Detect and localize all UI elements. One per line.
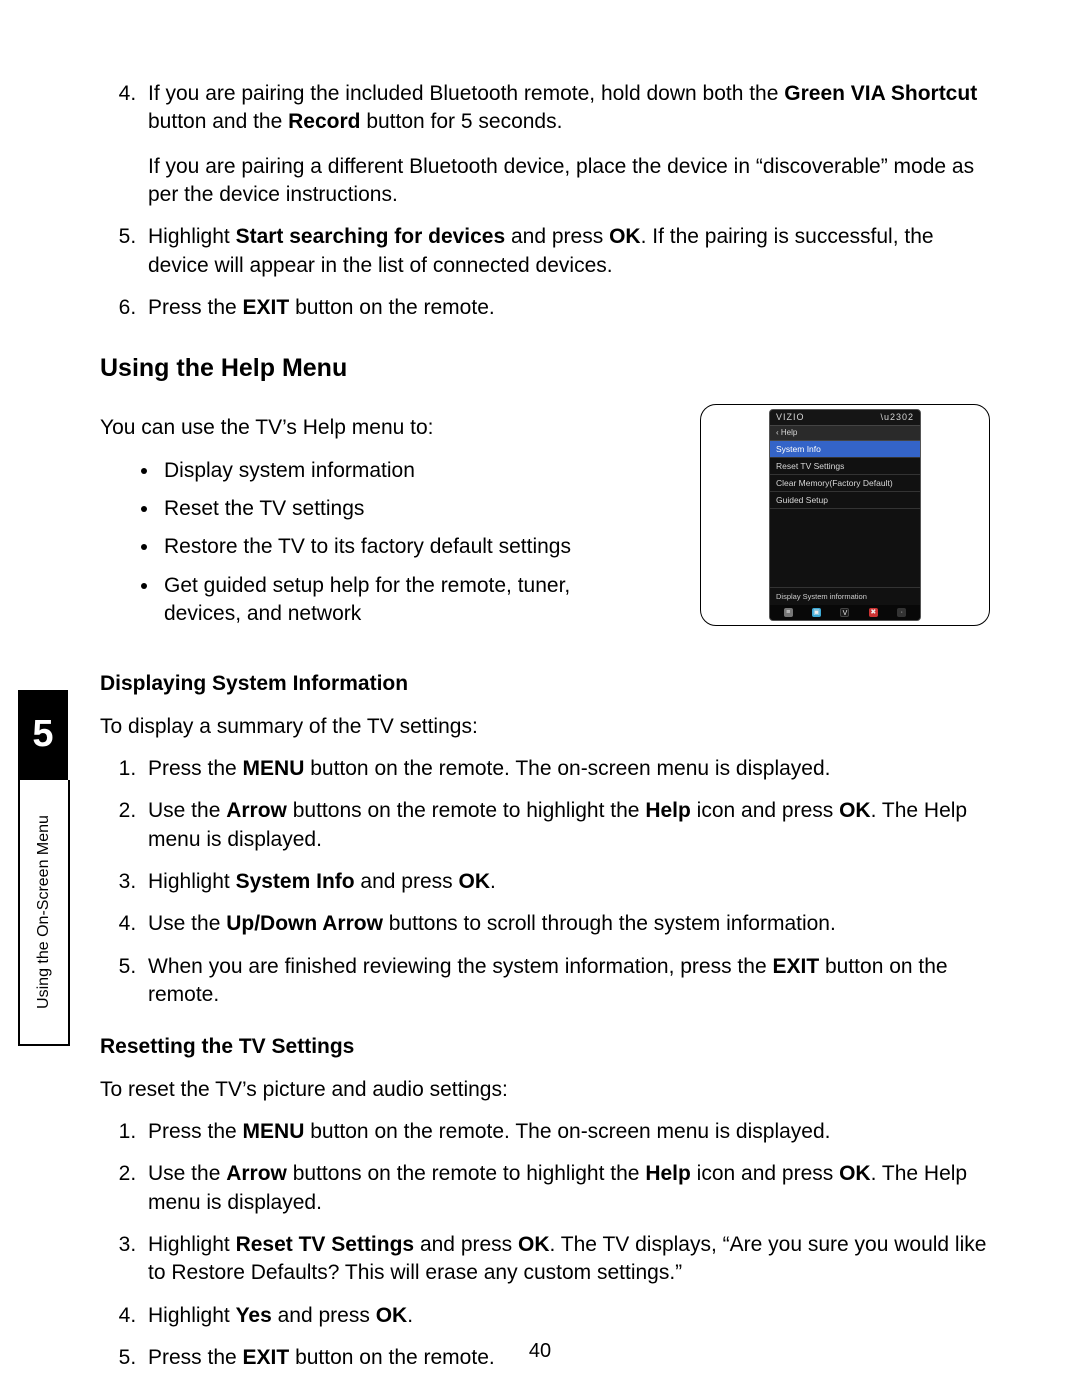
tv-icon-0: ≡ (784, 608, 793, 617)
screenshot-frame: VIZIO \u2302 ‹ Help System Info Reset TV… (700, 404, 990, 626)
tv-icon-3: ✖ (869, 608, 878, 617)
resetting-tv-settings-heading: Resetting the TV Settings (100, 1033, 990, 1061)
step-4-note: If you are pairing a different Bluetooth… (148, 153, 990, 210)
reset-step-1: Press the MENU button on the remote. The… (142, 1118, 990, 1146)
tv-menu-header: VIZIO \u2302 (770, 410, 920, 426)
tv-menu-fill (770, 509, 920, 587)
chapter-side-tab: 5 Using the On-Screen Menu (18, 690, 68, 1046)
help-intro-row: You can use the TV’s Help menu to: Displ… (100, 400, 990, 646)
help-bullet-3: Get guided setup help for the remote, tu… (160, 572, 610, 629)
sys-step-2: Use the Arrow buttons on the remote to h… (142, 797, 990, 854)
tv-icon-2: V (840, 608, 849, 617)
page-number: 40 (0, 1338, 1080, 1365)
tv-hint: Display System information (770, 587, 920, 605)
chapter-label-box: Using the On-Screen Menu (18, 780, 70, 1046)
tv-brand: VIZIO (776, 412, 805, 423)
manual-page: 5 Using the On-Screen Menu If you are pa… (0, 0, 1080, 1397)
help-bullet-1: Reset the TV settings (160, 495, 610, 523)
tv-item-system-info: System Info (770, 441, 920, 458)
help-bullets: Display system information Reset the TV … (100, 457, 610, 629)
help-intro-text: You can use the TV’s Help menu to: Displ… (100, 400, 680, 646)
sys-step-5: When you are finished reviewing the syst… (142, 953, 990, 1010)
chapter-label: Using the On-Screen Menu (33, 815, 55, 1009)
sys-intro: To display a summary of the TV settings: (100, 713, 990, 741)
using-help-menu-heading: Using the Help Menu (100, 352, 990, 386)
tv-icon-1: ▣ (812, 608, 821, 617)
help-menu-screenshot: VIZIO \u2302 ‹ Help System Info Reset TV… (700, 404, 990, 626)
tv-breadcrumb: ‹ Help (770, 426, 920, 441)
help-bullet-2: Restore the TV to its factory default se… (160, 533, 610, 561)
tv-help-menu: VIZIO \u2302 ‹ Help System Info Reset TV… (769, 409, 921, 621)
reset-step-2: Use the Arrow buttons on the remote to h… (142, 1160, 990, 1217)
tv-bottom-icons: ≡ ▣ V ✖ · (770, 605, 920, 620)
step-6: Press the EXIT button on the remote. (142, 294, 990, 322)
help-bullet-0: Display system information (160, 457, 610, 485)
step-5: Highlight Start searching for devices an… (142, 223, 990, 280)
tv-item-guided-setup: Guided Setup (770, 492, 920, 509)
tv-item-clear-memory: Clear Memory(Factory Default) (770, 475, 920, 492)
home-icon: \u2302 (880, 412, 914, 423)
tv-item-reset: Reset TV Settings (770, 458, 920, 475)
reset-step-4: Highlight Yes and press OK. (142, 1302, 990, 1330)
step-4-text: If you are pairing the included Bluetoot… (148, 82, 977, 133)
sys-step-1: Press the MENU button on the remote. The… (142, 755, 990, 783)
tv-icon-4: · (897, 608, 906, 617)
help-intro: You can use the TV’s Help menu to: (100, 414, 680, 442)
sys-step-4: Use the Up/Down Arrow buttons to scroll … (142, 910, 990, 938)
reset-steps: Press the MENU button on the remote. The… (100, 1118, 990, 1372)
displaying-system-info-heading: Displaying System Information (100, 670, 990, 698)
system-info-steps: Press the MENU button on the remote. The… (100, 755, 990, 1009)
chapter-number: 5 (18, 690, 68, 780)
reset-step-3: Highlight Reset TV Settings and press OK… (142, 1231, 990, 1288)
pairing-steps-continued: If you are pairing the included Bluetoot… (100, 80, 990, 322)
reset-intro: To reset the TV’s picture and audio sett… (100, 1076, 990, 1104)
sys-step-3: Highlight System Info and press OK. (142, 868, 990, 896)
step-4: If you are pairing the included Bluetoot… (142, 80, 990, 209)
